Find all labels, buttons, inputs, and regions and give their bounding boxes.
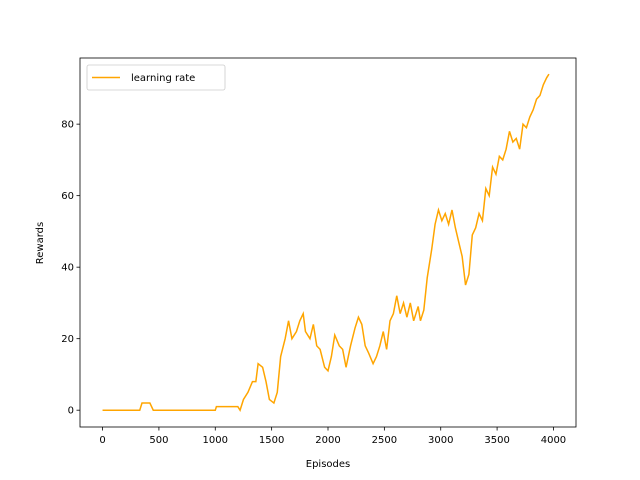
x-tick-label: 1000 bbox=[203, 435, 228, 446]
y-tick-label: 60 bbox=[61, 191, 74, 202]
x-tick-label: 3500 bbox=[484, 435, 509, 446]
legend-label: learning rate bbox=[131, 73, 195, 84]
y-tick-label: 80 bbox=[61, 120, 74, 131]
y-tick-label: 20 bbox=[61, 334, 74, 345]
x-tick-label: 3000 bbox=[428, 435, 453, 446]
y-tick-label: 0 bbox=[68, 406, 74, 417]
y-tick-label: 40 bbox=[61, 263, 74, 274]
x-axis-label: Episodes bbox=[306, 459, 350, 470]
x-tick-label: 2000 bbox=[315, 435, 340, 446]
x-tick-label: 4000 bbox=[541, 435, 566, 446]
x-tick-label: 1500 bbox=[259, 435, 284, 446]
y-axis-label: Rewards bbox=[35, 222, 46, 264]
x-tick-label: 2500 bbox=[372, 435, 397, 446]
x-tick-label: 0 bbox=[99, 435, 105, 446]
line-series bbox=[102, 73, 550, 412]
legend-box bbox=[86, 64, 226, 91]
x-tick-label: 500 bbox=[149, 435, 168, 446]
